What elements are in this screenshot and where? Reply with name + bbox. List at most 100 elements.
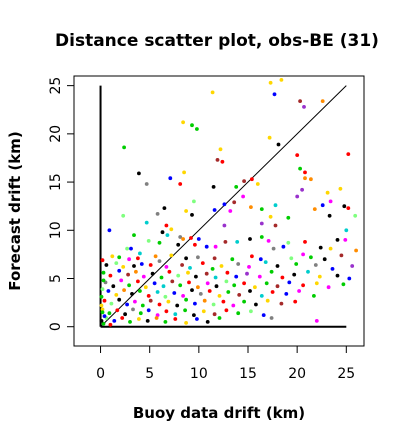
data-point — [108, 273, 113, 278]
data-point — [101, 278, 106, 283]
data-point — [121, 265, 126, 269]
data-point — [136, 279, 140, 284]
data-point — [148, 263, 153, 267]
data-point — [107, 311, 112, 316]
data-point — [320, 203, 325, 208]
data-point — [255, 182, 260, 186]
data-point — [121, 213, 126, 218]
data-point — [146, 308, 151, 313]
data-point — [275, 264, 280, 268]
data-point — [346, 152, 351, 157]
data-point — [265, 298, 270, 303]
data-point — [183, 308, 188, 313]
data-point — [210, 90, 215, 95]
data-point — [196, 237, 201, 241]
data-point — [268, 214, 273, 219]
data-point — [328, 246, 333, 251]
plot-frame — [73, 75, 365, 347]
data-point — [222, 202, 227, 207]
data-point — [322, 257, 327, 262]
data-point — [353, 213, 358, 218]
data-point — [273, 223, 278, 228]
data-point — [184, 321, 189, 325]
data-point — [312, 207, 317, 212]
data-point — [259, 221, 264, 226]
data-point — [133, 299, 137, 304]
data-point — [165, 233, 170, 238]
data-point — [210, 267, 215, 271]
data-point — [303, 170, 307, 175]
data-point — [181, 120, 186, 125]
data-point — [205, 281, 210, 286]
data-point — [326, 285, 331, 290]
data-point — [101, 321, 106, 326]
data-point — [279, 78, 284, 82]
data-point — [347, 276, 352, 281]
data-point — [195, 317, 199, 321]
data-point — [309, 255, 313, 260]
data-point — [341, 282, 346, 287]
data-point — [286, 215, 291, 220]
data-point — [325, 190, 330, 195]
data-point — [346, 206, 351, 211]
data-point — [211, 185, 216, 189]
data-point — [236, 262, 241, 266]
data-point — [271, 246, 276, 251]
data-point — [235, 240, 240, 244]
data-point — [163, 320, 168, 324]
data-point — [214, 284, 219, 289]
data-point — [146, 294, 151, 298]
data-point — [190, 123, 194, 128]
data-point — [259, 235, 264, 239]
data-point — [245, 271, 249, 276]
data-point — [306, 269, 310, 274]
data-point — [280, 275, 285, 280]
data-point — [159, 275, 164, 280]
data-point — [213, 275, 218, 280]
data-point — [204, 271, 209, 276]
data-point — [180, 263, 185, 267]
data-point — [190, 288, 194, 292]
data-point — [164, 265, 169, 269]
data-point — [313, 263, 318, 267]
data-point — [195, 127, 199, 131]
data-point — [163, 294, 168, 299]
data-point — [263, 260, 268, 264]
data-point — [207, 289, 212, 293]
data-point — [236, 311, 241, 316]
data-point — [178, 182, 183, 186]
data-point — [173, 312, 178, 317]
data-point — [292, 272, 297, 277]
data-point — [137, 171, 141, 176]
data-point — [230, 257, 235, 262]
data-point — [242, 299, 247, 304]
data-point — [211, 302, 216, 307]
data-point — [178, 283, 183, 288]
data-point — [264, 281, 269, 286]
data-point — [181, 294, 186, 298]
data-point — [176, 273, 181, 278]
data-point — [170, 279, 175, 284]
x-axis-ticks: 0 5 10 15 20 25 — [96, 346, 355, 382]
data-point — [232, 283, 237, 288]
y-tick-label: 25 — [48, 77, 64, 95]
data-point — [100, 258, 105, 263]
data-point — [122, 288, 126, 292]
data-point — [327, 213, 332, 218]
data-point — [241, 194, 246, 199]
data-point — [242, 179, 247, 184]
data-point — [99, 294, 104, 299]
data-point — [186, 270, 190, 275]
data-point — [101, 270, 106, 275]
data-points — [99, 78, 358, 327]
y-tick-label: 15 — [48, 173, 64, 191]
data-point — [300, 187, 304, 192]
data-point — [157, 302, 162, 307]
data-point — [267, 135, 272, 140]
data-point — [155, 290, 160, 294]
data-point — [184, 209, 189, 213]
data-point — [141, 274, 146, 279]
data-point — [344, 228, 349, 233]
data-point — [242, 281, 247, 286]
